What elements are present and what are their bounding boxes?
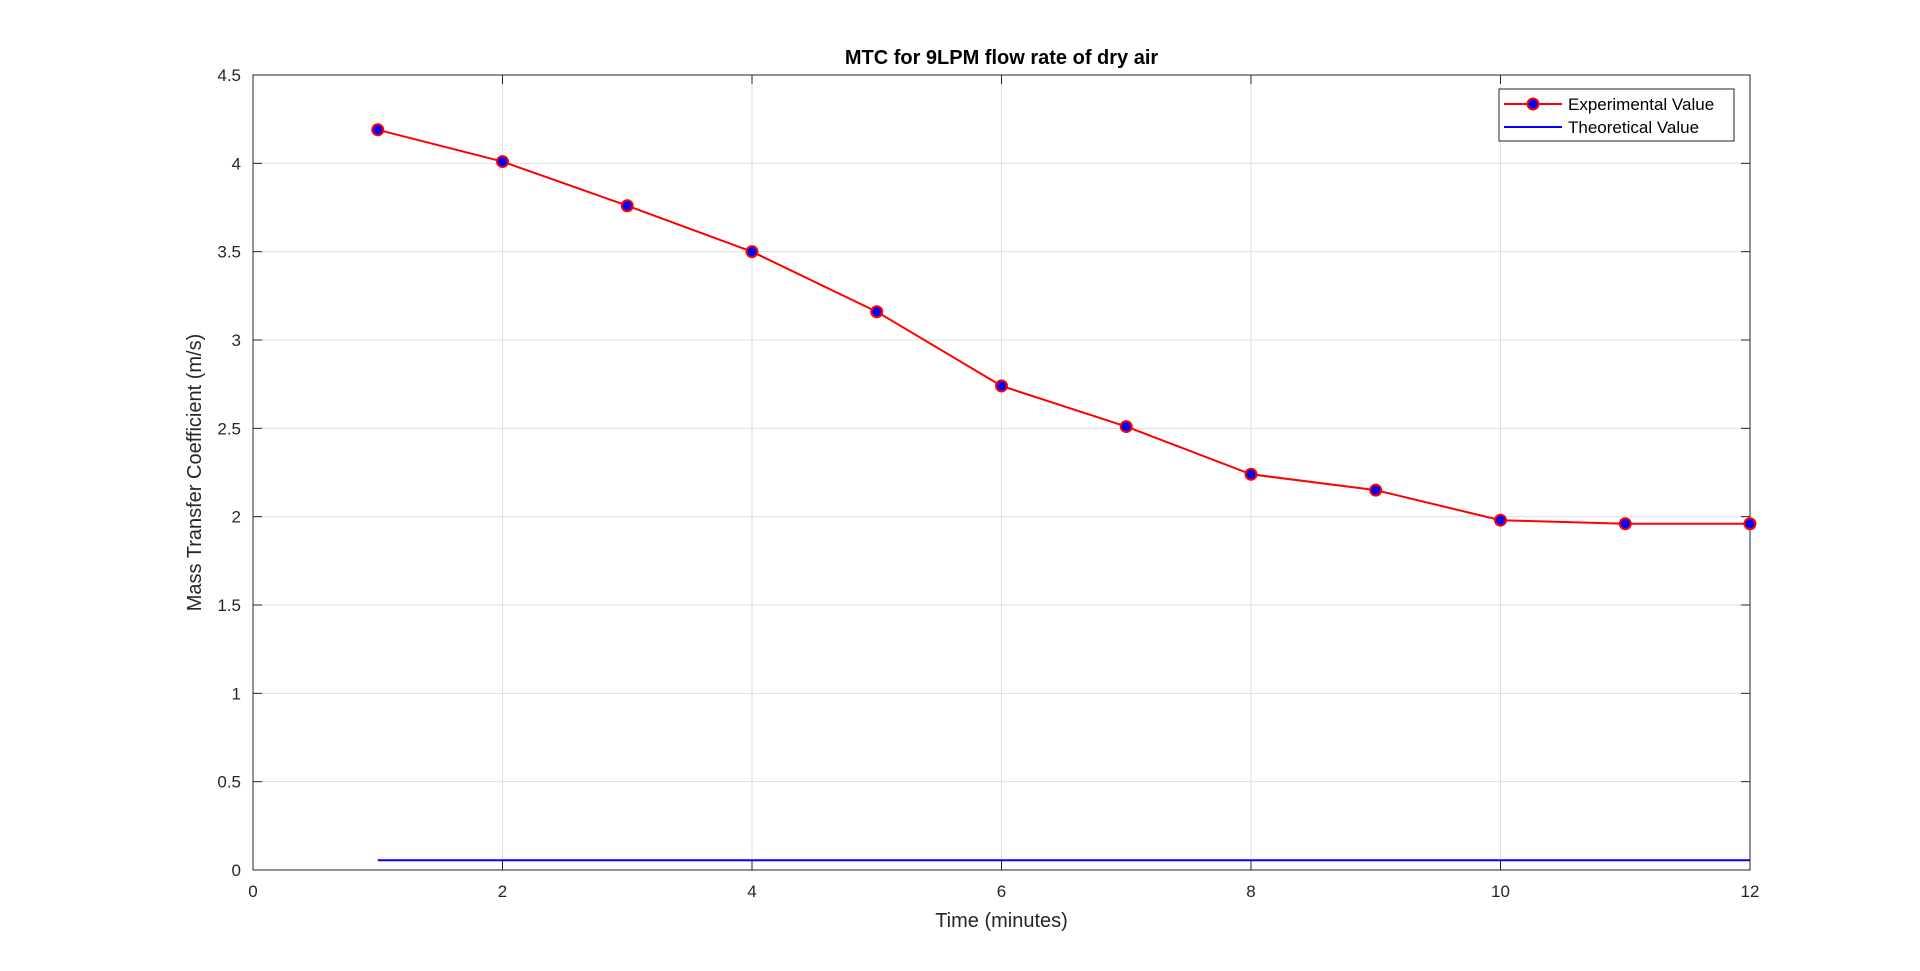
y-axis-label: Mass Transfer Coefficient (m/s) [184,334,206,611]
legend-label: Experimental Value [1568,95,1714,114]
series-1 [371,123,1757,531]
data-point [1244,467,1258,481]
legend-marker [1526,97,1540,111]
data-point [1618,517,1632,531]
data-point [1494,513,1507,527]
y-tick-label: 1 [232,684,241,703]
legend-item: Theoretical Value [1504,118,1699,137]
y-tick-label: 2 [232,508,241,527]
y-tick-label: 4.5 [217,66,241,85]
y-tick-label: 2.5 [217,419,241,438]
data-point [1743,517,1757,531]
x-tick-label: 8 [1246,882,1255,901]
data-point [371,123,385,137]
data-point [995,379,1008,393]
data-point [1119,420,1133,434]
x-tick-label: 6 [997,882,1006,901]
x-tick-label: 12 [1741,882,1760,901]
legend-item: Experimental Value [1504,95,1714,114]
x-tick-label: 4 [747,882,756,901]
grid-lines [252,74,1751,871]
legend-label: Theoretical Value [1568,118,1699,137]
y-tick-label: 4 [232,154,241,173]
chart-title: MTC for 9LPM flow rate of dry air [845,47,1159,69]
y-tick-label: 1.5 [217,596,241,615]
y-tick-label: 3.5 [217,243,241,262]
y-tick-label: 3 [232,331,241,350]
data-point [496,155,509,169]
y-tick-label: 0.5 [217,773,241,792]
series-line [377,128,1750,525]
axis-ticks: 0 2 4 6 8 10 12 0 0.5 1 1.5 2 2.5 3 3.5 4 4.5 [217,66,1759,901]
data-point [745,245,759,259]
x-tick-label: 10 [1491,882,1510,901]
legend-box [1498,88,1735,142]
series-group [371,123,1757,862]
x-axis-label: Time (minutes) [935,910,1068,932]
x-tick-label: 2 [498,882,507,901]
legend: Experimental Value Theoretical Value [1498,88,1735,142]
x-tick-label: 0 [248,882,257,901]
data-point [870,305,884,319]
y-tick-label: 0 [232,861,241,880]
data-point [1369,483,1383,497]
data-point [620,199,634,213]
